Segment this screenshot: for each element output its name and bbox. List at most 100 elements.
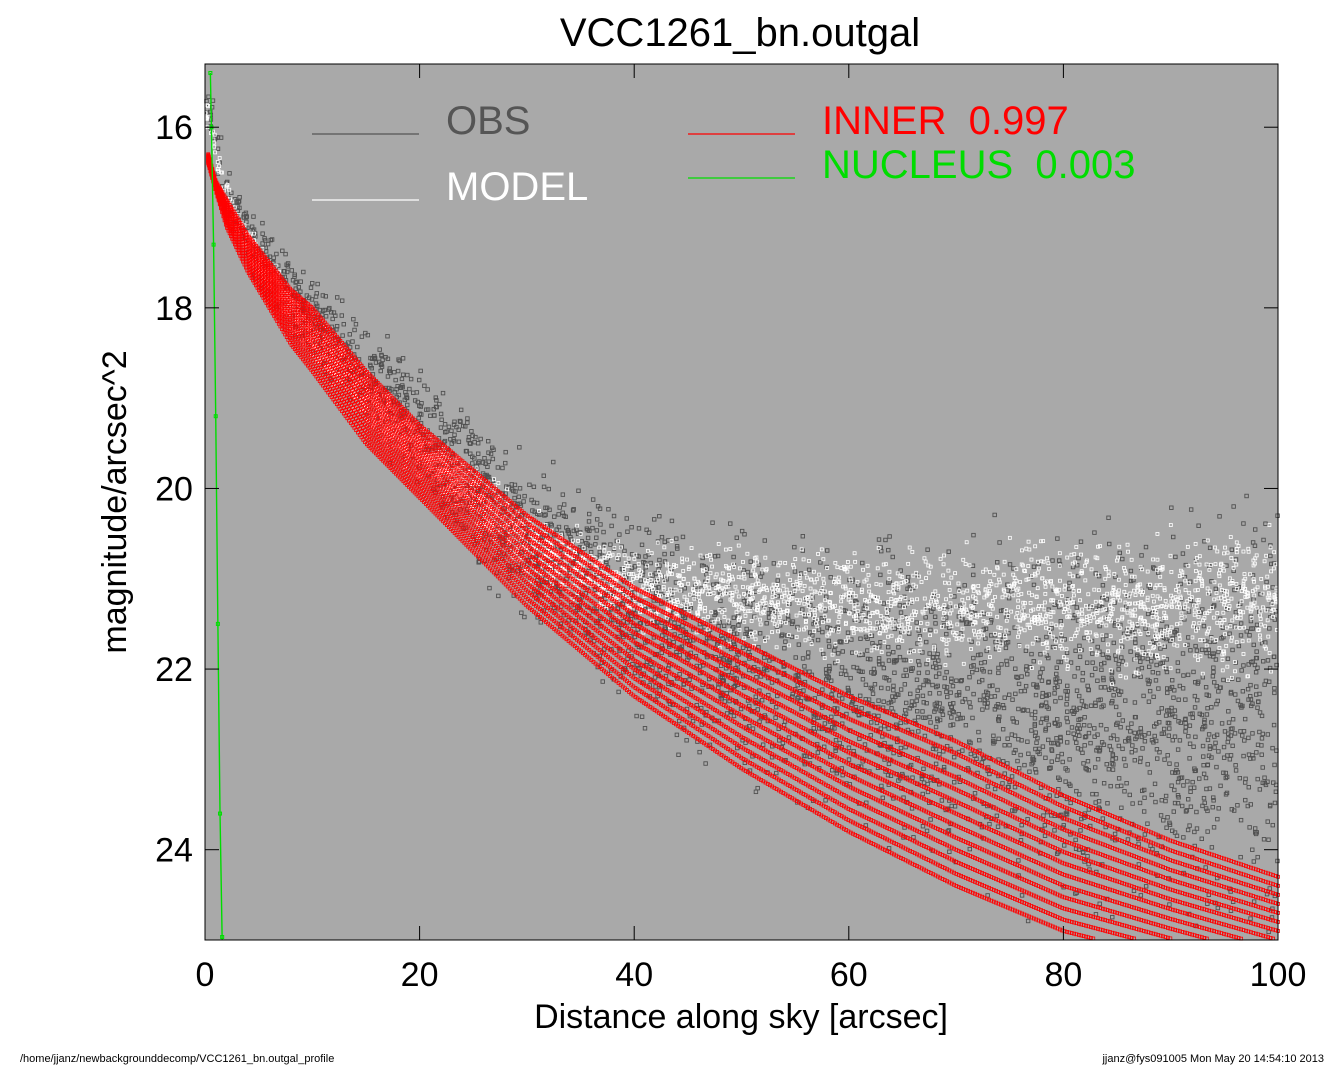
obs-point bbox=[1230, 743, 1235, 749]
obs-point bbox=[1143, 884, 1149, 889]
obs-point bbox=[944, 631, 949, 637]
obs-point bbox=[832, 648, 837, 653]
obs-point bbox=[1005, 736, 1010, 741]
obs-point bbox=[399, 376, 405, 382]
obs-point bbox=[1100, 583, 1106, 588]
obs-point bbox=[942, 684, 947, 689]
obs-point bbox=[949, 679, 954, 684]
obs-point bbox=[1068, 660, 1074, 665]
obs-point bbox=[393, 377, 398, 383]
obs-point bbox=[1104, 633, 1109, 638]
obs-point bbox=[1207, 746, 1213, 752]
obs-point bbox=[470, 461, 475, 466]
obs-point bbox=[1012, 784, 1018, 790]
obs-point bbox=[1228, 726, 1234, 732]
obs-point bbox=[846, 745, 852, 750]
obs-point bbox=[1257, 787, 1263, 792]
obs-point bbox=[805, 655, 811, 660]
obs-point bbox=[1105, 801, 1110, 806]
obs-point bbox=[1098, 722, 1104, 728]
obs-point bbox=[1205, 829, 1210, 834]
obs-point bbox=[731, 615, 737, 620]
obs-point bbox=[1233, 692, 1238, 697]
obs-point bbox=[590, 525, 595, 531]
obs-point bbox=[780, 632, 785, 637]
obs-point bbox=[425, 387, 430, 392]
obs-point bbox=[418, 368, 423, 374]
obs-point bbox=[977, 697, 983, 703]
obs-point bbox=[1062, 843, 1067, 848]
obs-point bbox=[837, 740, 842, 746]
obs-point bbox=[1015, 758, 1020, 764]
obs-point bbox=[1085, 759, 1091, 764]
obs-point bbox=[1036, 637, 1041, 643]
obs-point bbox=[1223, 792, 1229, 797]
obs-point bbox=[1216, 649, 1221, 655]
obs-point bbox=[1041, 813, 1046, 818]
obs-point bbox=[482, 456, 487, 461]
obs-point bbox=[335, 295, 340, 300]
obs-point bbox=[1025, 918, 1031, 924]
obs-point bbox=[1067, 580, 1072, 586]
obs-point bbox=[465, 416, 470, 421]
obs-point bbox=[1077, 733, 1082, 738]
obs-point bbox=[947, 798, 952, 803]
obs-point bbox=[1180, 651, 1186, 656]
obs-point bbox=[1110, 914, 1115, 920]
obs-point bbox=[928, 627, 933, 633]
obs-point bbox=[891, 688, 896, 693]
obs-point bbox=[1106, 767, 1112, 772]
obs-point bbox=[1156, 710, 1161, 715]
obs-point bbox=[1188, 804, 1194, 809]
obs-point bbox=[878, 640, 883, 645]
obs-point bbox=[983, 626, 989, 631]
obs-point bbox=[639, 714, 645, 719]
obs-point bbox=[1104, 762, 1109, 767]
obs-point bbox=[1251, 642, 1256, 648]
obs-point bbox=[741, 599, 747, 604]
obs-point bbox=[1248, 682, 1253, 688]
obs-point bbox=[1118, 725, 1123, 730]
obs-point bbox=[1087, 723, 1092, 728]
obs-point bbox=[971, 572, 976, 578]
obs-point bbox=[892, 658, 897, 663]
obs-point bbox=[952, 780, 957, 785]
obs-point bbox=[1238, 633, 1244, 638]
obs-point bbox=[1272, 690, 1277, 696]
obs-point bbox=[1192, 693, 1198, 699]
obs-point bbox=[894, 658, 899, 663]
obs-point bbox=[1074, 740, 1079, 745]
obs-point bbox=[897, 654, 903, 660]
obs-point bbox=[740, 645, 746, 650]
obs-point bbox=[1055, 717, 1060, 722]
obs-point bbox=[891, 683, 896, 689]
obs-point bbox=[967, 846, 972, 852]
obs-point bbox=[1074, 688, 1080, 693]
obs-point bbox=[846, 757, 852, 762]
obs-point bbox=[712, 554, 718, 559]
chart-title: VCC1261_bn.outgal bbox=[560, 11, 920, 55]
obs-point bbox=[697, 749, 702, 755]
obs-point bbox=[1242, 716, 1248, 722]
obs-point bbox=[1082, 734, 1088, 740]
obs-point bbox=[1185, 672, 1191, 678]
obs-point bbox=[1071, 731, 1076, 736]
obs-point bbox=[820, 687, 825, 692]
obs-point bbox=[1002, 743, 1007, 748]
obs-point bbox=[564, 576, 569, 582]
obs-point bbox=[684, 738, 689, 743]
obs-point bbox=[1150, 670, 1156, 675]
obs-point bbox=[1036, 561, 1041, 567]
obs-point bbox=[1177, 683, 1183, 689]
obs-point bbox=[1052, 828, 1057, 833]
obs-point bbox=[1088, 740, 1093, 746]
obs-point bbox=[999, 662, 1004, 667]
obs-point bbox=[289, 268, 294, 273]
obs-point bbox=[890, 554, 895, 560]
obs-point bbox=[1020, 708, 1026, 713]
obs-point bbox=[1000, 781, 1005, 786]
obs-point bbox=[893, 659, 898, 664]
obs-point bbox=[488, 451, 494, 457]
obs-point bbox=[724, 638, 730, 643]
obs-point bbox=[1069, 725, 1075, 730]
